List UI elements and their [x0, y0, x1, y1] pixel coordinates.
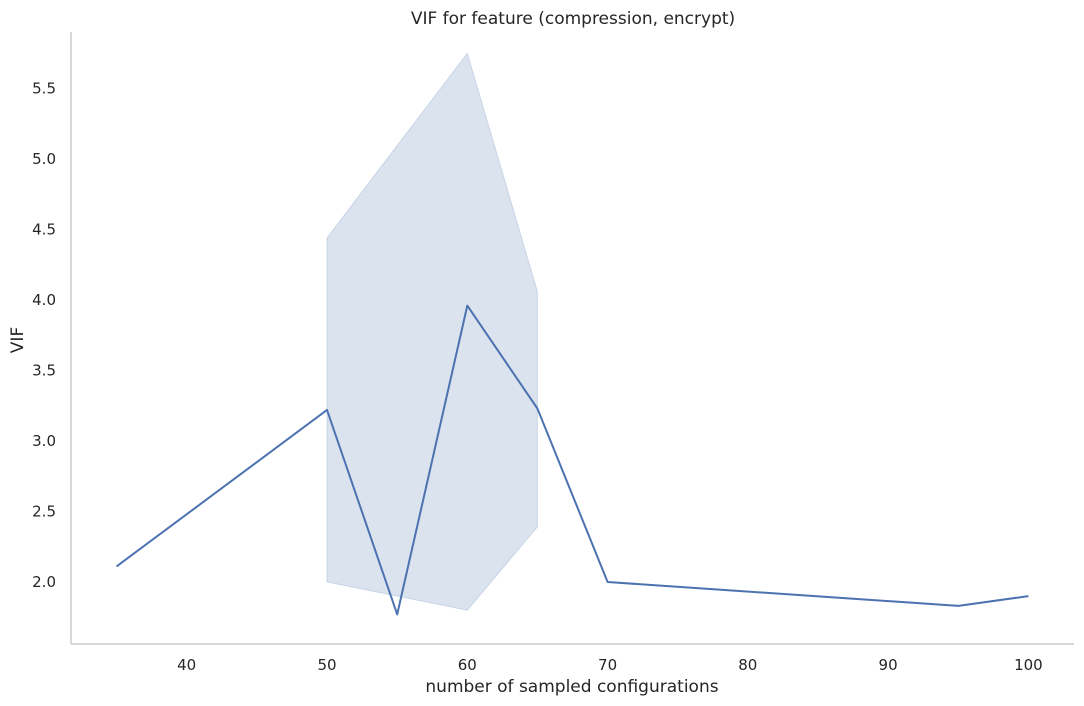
x-axis-label: number of sampled configurations — [425, 677, 718, 697]
x-tick-labels: 40 50 60 70 80 90 100 — [177, 656, 1043, 674]
x-tick-label: 50 — [317, 656, 336, 674]
y-tick-label: 5.0 — [32, 150, 56, 168]
y-tick-label: 5.5 — [32, 79, 56, 97]
y-tick-label: 3.5 — [32, 361, 56, 379]
chart-title: VIF for feature (compression, encrypt) — [411, 9, 735, 29]
y-tick-label: 2.0 — [32, 573, 56, 591]
y-tick-label: 4.5 — [32, 220, 56, 238]
x-tick-label: 100 — [1014, 656, 1043, 674]
x-tick-label: 90 — [879, 656, 898, 674]
y-tick-label: 2.5 — [32, 502, 56, 520]
x-tick-label: 80 — [738, 656, 757, 674]
y-tick-label: 4.0 — [32, 291, 56, 309]
series-line — [116, 304, 1029, 616]
x-tick-label: 60 — [458, 656, 477, 674]
series-line-layer — [116, 304, 1029, 616]
y-axis-label: VIF — [8, 327, 28, 353]
confidence-band — [326, 52, 538, 611]
y-tick-label: 3.0 — [32, 432, 56, 450]
confidence-band-layer — [326, 52, 538, 611]
y-tick-labels: 2.0 2.5 3.0 3.5 4.0 4.5 5.0 5.5 — [32, 79, 56, 591]
x-tick-label: 40 — [177, 656, 196, 674]
x-tick-label: 70 — [598, 656, 617, 674]
